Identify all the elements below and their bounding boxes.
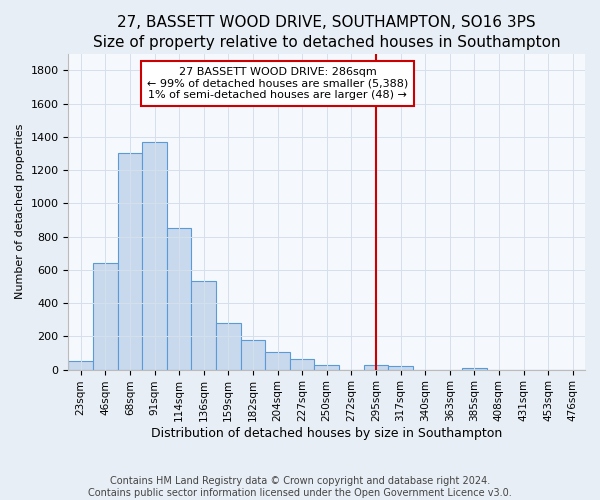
Bar [191, 282, 216, 370]
Bar [314, 364, 339, 370]
Bar [265, 352, 290, 370]
Bar [68, 362, 93, 370]
Y-axis label: Number of detached properties: Number of detached properties [15, 124, 25, 300]
Title: 27, BASSETT WOOD DRIVE, SOUTHAMPTON, SO16 3PS
Size of property relative to detac: 27, BASSETT WOOD DRIVE, SOUTHAMPTON, SO1… [93, 15, 560, 50]
Bar [167, 228, 191, 370]
Bar [216, 323, 241, 370]
Bar [118, 152, 142, 370]
Bar [462, 368, 487, 370]
Bar [142, 142, 167, 370]
Bar [241, 340, 265, 370]
Bar [93, 263, 118, 370]
Bar [290, 359, 314, 370]
Bar [388, 366, 413, 370]
X-axis label: Distribution of detached houses by size in Southampton: Distribution of detached houses by size … [151, 427, 502, 440]
Bar [364, 366, 388, 370]
Text: 27 BASSETT WOOD DRIVE: 286sqm
← 99% of detached houses are smaller (5,388)
1% of: 27 BASSETT WOOD DRIVE: 286sqm ← 99% of d… [147, 67, 408, 100]
Text: Contains HM Land Registry data © Crown copyright and database right 2024.
Contai: Contains HM Land Registry data © Crown c… [88, 476, 512, 498]
